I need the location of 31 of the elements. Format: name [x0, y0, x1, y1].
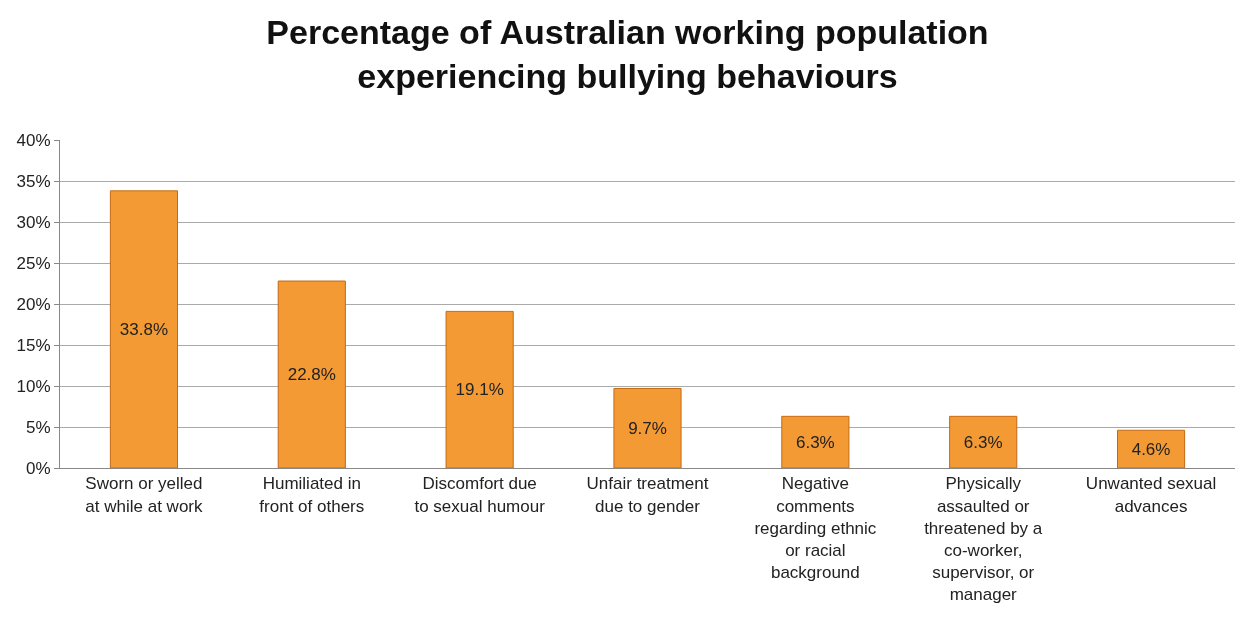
- y-tick-label: 35%: [16, 171, 51, 191]
- data-label: 6.3%: [795, 432, 835, 452]
- data-label: 4.6%: [1131, 439, 1171, 459]
- x-tick-label: Physically assaulted or threatened by a co-worker, supervisor, or manager: [924, 474, 1043, 604]
- x-tick-label: Negative comments regarding ethnic or racial background: [754, 474, 877, 582]
- x-tick-label: Discomfort due to sexual humour: [414, 474, 546, 516]
- y-tick-label: 5%: [26, 417, 51, 437]
- y-tick-label: 0%: [26, 458, 51, 478]
- bar: [277, 280, 346, 468]
- y-tick-label: 15%: [16, 335, 51, 355]
- bar: [1117, 429, 1186, 468]
- chart-title: Percentage of Australian working population experiencing bullying behaviours: [266, 12, 989, 96]
- data-label: 33.8%: [119, 319, 169, 339]
- y-tick-label: 30%: [16, 212, 51, 232]
- x-tick-label: Unwanted sexual advances: [1085, 474, 1217, 516]
- x-tick-label: Sworn or yelled at while at work: [85, 474, 203, 516]
- bar: [445, 310, 514, 468]
- x-tick-label: Unfair treatment due to gender: [586, 474, 709, 516]
- bar: [781, 415, 850, 468]
- bar: [949, 415, 1018, 468]
- y-tick-label: 10%: [16, 376, 51, 396]
- bar: [109, 190, 178, 468]
- y-tick-label: 40%: [16, 130, 51, 150]
- bar: [613, 387, 682, 468]
- data-label: 19.1%: [455, 380, 504, 400]
- y-tick-label: 25%: [16, 253, 51, 273]
- y-tick-label: 20%: [16, 294, 51, 314]
- data-label: 6.3%: [963, 432, 1003, 452]
- data-label: 22.8%: [287, 365, 336, 385]
- x-tick-label: Humiliated in front of others: [259, 474, 365, 516]
- data-label: 9.7%: [628, 418, 667, 438]
